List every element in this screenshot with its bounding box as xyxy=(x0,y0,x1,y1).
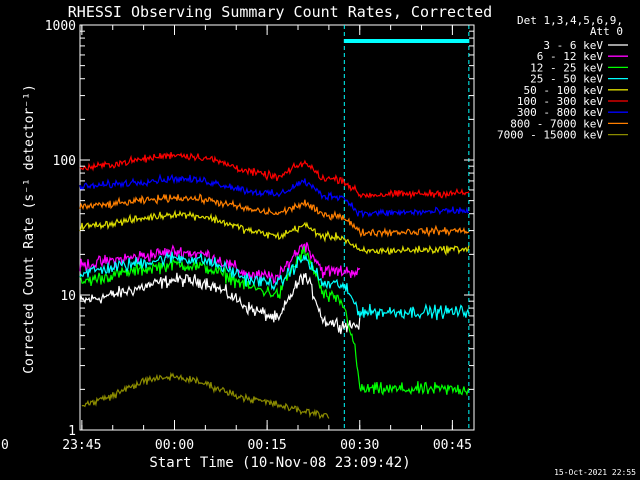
series-line-4 xyxy=(79,251,470,321)
x-tick-label: 00:45 xyxy=(433,438,472,453)
series-line-7 xyxy=(79,173,470,219)
legend-label: 50 - 100 keV xyxy=(524,84,604,97)
chart-title: RHESSI Observing Summary Count Rates, Co… xyxy=(68,3,492,21)
series-line-2 xyxy=(79,242,361,285)
status-bar-night xyxy=(344,39,469,43)
x-tick-label: 00:00 xyxy=(155,438,194,453)
legend-label: 6 - 12 keV xyxy=(537,50,604,63)
x-tick-label: 00:30 xyxy=(340,438,379,453)
legend-label: 7000 - 15000 keV xyxy=(497,129,603,142)
legend-label: 100 - 300 keV xyxy=(517,95,603,108)
plot-border xyxy=(79,24,475,431)
y-tick-label: 1000 xyxy=(45,19,76,34)
y-tick-label: 100 xyxy=(53,154,76,169)
y-tick-label: 10 xyxy=(60,289,76,304)
legend-label: 300 - 800 keV xyxy=(517,106,603,119)
series-line-9 xyxy=(81,371,330,420)
legend-header: Det 1,3,4,5,6,9, xyxy=(517,14,623,27)
series-line-6 xyxy=(79,151,470,200)
legend-header: Att 0 xyxy=(590,25,623,38)
axes-layer: 110100100023:1523:3023:4500:0000:1500:30… xyxy=(0,19,474,453)
legend-label: 25 - 50 keV xyxy=(530,73,603,86)
legend-label: 12 - 25 keV xyxy=(530,61,603,74)
x-tick-label: 23:45 xyxy=(62,438,101,453)
y-axis-label: Corrected Count Rate (s⁻¹ detector⁻¹) xyxy=(22,84,37,374)
x-axis-label: Start Time (10-Nov-08 23:09:42) xyxy=(149,455,410,471)
footer-date: 15-Oct-2021 22:55 xyxy=(554,468,636,477)
series-line-3 xyxy=(79,246,470,397)
plot-frame xyxy=(79,24,475,431)
legend-label: 800 - 7000 keV xyxy=(510,117,603,130)
y-tick-label: 1 xyxy=(68,424,76,439)
x-tick-label: 00:15 xyxy=(248,438,287,453)
x-tick-label: 23:30 xyxy=(0,438,9,453)
series-line-8 xyxy=(79,193,470,238)
series-line-5 xyxy=(79,209,470,256)
series-line-1 xyxy=(79,272,361,335)
legend-label: 3 - 6 keV xyxy=(543,39,603,52)
data-layer: N xyxy=(79,25,470,430)
